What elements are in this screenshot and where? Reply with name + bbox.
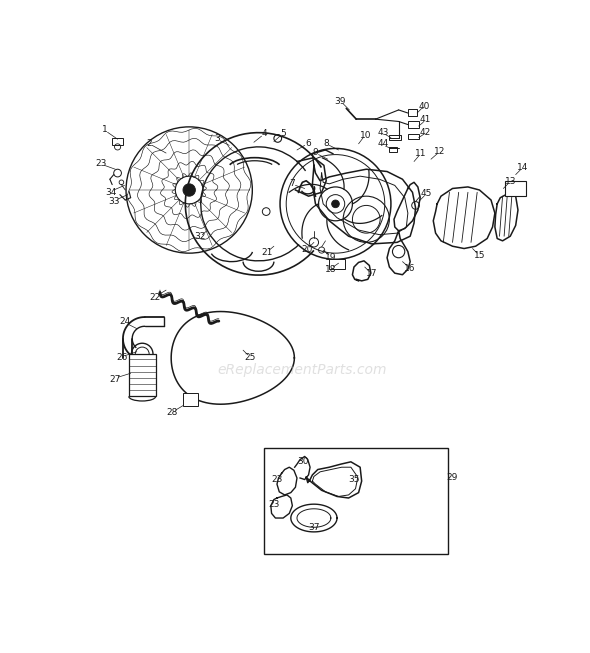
Text: 28: 28 [166,408,178,417]
Text: 9: 9 [313,148,319,157]
Text: 30: 30 [297,457,309,466]
Text: 13: 13 [504,177,516,186]
Text: 1: 1 [101,125,107,135]
Text: 15: 15 [474,251,485,260]
Circle shape [183,184,195,196]
Bar [408,121,419,127]
Text: 33: 33 [109,197,120,206]
Text: eReplacementParts.com: eReplacementParts.com [218,363,387,377]
Text: 24: 24 [119,317,130,326]
Text: 39: 39 [335,97,346,106]
Text: 23: 23 [271,475,283,484]
Text: 18: 18 [325,265,337,274]
Bar [389,135,401,140]
Text: 14: 14 [517,163,528,172]
Text: 8: 8 [323,138,329,148]
Bar [264,448,448,554]
Text: 43: 43 [378,128,389,136]
Text: 5: 5 [280,129,286,138]
Text: 42: 42 [420,128,431,136]
Text: 35: 35 [348,475,360,484]
Text: 45: 45 [421,189,432,199]
Text: 44: 44 [378,139,389,148]
Circle shape [332,200,339,208]
Text: 41: 41 [420,116,431,125]
Text: 23: 23 [96,159,107,168]
Text: 12: 12 [434,147,445,156]
Text: 40: 40 [418,102,430,110]
Text: 6: 6 [305,138,311,148]
Text: 17: 17 [366,270,378,278]
Text: 22: 22 [150,293,161,302]
Text: 11: 11 [415,150,427,158]
Text: 16: 16 [404,264,416,273]
Text: 32: 32 [194,232,206,242]
Bar [112,138,123,146]
Bar [505,181,526,196]
Bar [183,393,198,406]
Text: 25: 25 [244,353,255,362]
Bar [389,147,397,151]
Text: 34: 34 [105,188,116,197]
Text: 29: 29 [447,473,458,482]
Bar [329,259,345,269]
Text: 4: 4 [262,129,267,138]
Text: 26: 26 [116,353,128,362]
Text: 37: 37 [308,523,320,532]
Text: 10: 10 [360,131,371,140]
Text: 3: 3 [214,134,220,143]
Bar [129,354,156,396]
Text: 2: 2 [146,138,152,148]
Bar [408,134,419,139]
Text: 19: 19 [325,253,337,261]
Text: 20: 20 [301,245,313,254]
Bar [408,109,417,116]
Text: 7: 7 [290,178,295,187]
Text: 27: 27 [110,375,121,384]
Text: 21: 21 [261,248,273,257]
Text: 23: 23 [268,500,280,509]
